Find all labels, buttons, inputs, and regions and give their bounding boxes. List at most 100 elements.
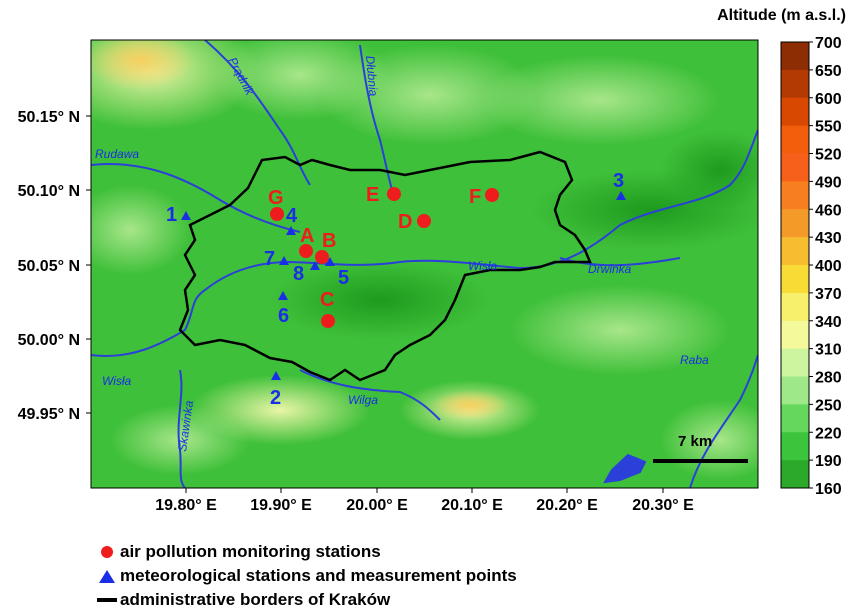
air-label: B	[322, 230, 336, 252]
colorbar-segment	[781, 376, 809, 405]
air-station-e	[387, 187, 401, 201]
legend-item-meteo: meteorological stations and measurement …	[96, 564, 517, 588]
colorbar-tick-label: 160	[815, 481, 842, 498]
colorbar-segment	[781, 42, 809, 71]
air-station-g	[270, 207, 284, 221]
colorbar-tick-label: 340	[815, 314, 842, 331]
meteo-station-7	[279, 256, 289, 265]
meteo-station-5	[325, 257, 335, 266]
meteo-label: 7	[264, 248, 275, 270]
y-tick-label: 50.00° N	[18, 332, 80, 349]
river-label-wisla: Wisła	[468, 259, 498, 273]
river-label-wisla-west: Wisła	[102, 374, 132, 388]
rivers	[91, 40, 758, 488]
colorbar-segment	[781, 460, 809, 489]
river-wisla	[91, 129, 758, 357]
meteo-label: 4	[286, 205, 298, 227]
colorbar-tick-label: 370	[815, 286, 842, 303]
colorbar-segment	[781, 265, 809, 294]
x-tick-label: 19.90° E	[250, 497, 312, 514]
meteo-station-3	[616, 191, 626, 200]
colorbar-tick-label: 460	[815, 202, 842, 219]
colorbar-tick-label: 430	[815, 230, 842, 247]
river-dlubnia	[359, 44, 393, 191]
colorbar-segment	[781, 97, 809, 127]
x-tick-label: 20.20° E	[536, 497, 598, 514]
meteo-label: 2	[270, 387, 281, 409]
legend-label-air: air pollution monitoring stations	[120, 542, 381, 561]
meteo-label: 6	[278, 305, 289, 327]
red-dot-icon	[96, 546, 118, 558]
colorbar-segment	[781, 181, 809, 210]
colorbar-tick-label: 650	[815, 63, 842, 80]
legend-label-border: administrative borders of Kraków	[120, 590, 391, 609]
colorbar-tick-label: 520	[815, 147, 842, 164]
colorbar-tick-label: 550	[815, 119, 842, 136]
river-label-wilga: Wilga	[348, 393, 378, 407]
river-wilga	[299, 369, 441, 421]
blue-triangle-icon	[96, 569, 118, 583]
colorbar-segment	[781, 69, 809, 99]
river-label-dlubnia: Dłubnia	[363, 55, 381, 97]
colorbar-segment	[781, 237, 809, 266]
colorbar-tick-label: 310	[815, 342, 842, 359]
river-label-raba: Raba	[680, 353, 709, 367]
colorbar-segment	[781, 292, 809, 322]
colorbar-segment	[781, 209, 809, 238]
river-lake	[603, 453, 647, 484]
colorbar-segment	[781, 348, 809, 377]
colorbar-tick-label: 250	[815, 397, 842, 414]
meteo-label: 1	[166, 204, 177, 226]
river-skawinka	[177, 369, 186, 488]
meteo-label: 3	[613, 170, 624, 192]
x-tick-label: 20.00° E	[346, 497, 408, 514]
air-label: D	[398, 211, 412, 233]
air-label: G	[268, 187, 284, 209]
colorbar-segment	[781, 153, 809, 182]
black-line-icon	[96, 598, 118, 602]
scale-bar-label: 7 km	[678, 433, 712, 450]
meteo-station-markers	[181, 191, 626, 380]
x-tick-label: 20.30° E	[632, 497, 694, 514]
air-label: F	[469, 186, 481, 208]
colorbar-segment	[781, 320, 809, 350]
river-label-drwinka: Drwinka	[588, 262, 632, 276]
colorbar-tick-label: 490	[815, 174, 842, 191]
air-station-f	[485, 188, 499, 202]
x-tick-label: 20.10° E	[441, 497, 503, 514]
colorbar-tick-label: 220	[815, 425, 842, 442]
legend: air pollution monitoring stations meteor…	[96, 540, 517, 612]
meteo-station-1	[181, 211, 191, 220]
meteo-label: 5	[338, 267, 349, 289]
scale-bar: 7 km	[653, 433, 748, 463]
air-station-c	[321, 314, 335, 328]
colorbar-segments	[781, 42, 809, 489]
colorbar-title: Altitude (m a.s.l.)	[717, 7, 846, 24]
y-tick-label: 50.05° N	[18, 258, 80, 275]
legend-item-air: air pollution monitoring stations	[96, 540, 517, 564]
colorbar-segment	[781, 432, 809, 461]
colorbar-segment	[781, 125, 809, 154]
y-tick-label: 50.10° N	[18, 183, 80, 200]
meteo-station-8	[310, 261, 320, 270]
air-station-b	[315, 250, 329, 264]
krakow-border	[178, 150, 592, 382]
river-label-rudawa: Rudawa	[95, 147, 139, 161]
air-station-d	[417, 214, 431, 228]
map-frame	[90, 39, 759, 489]
river-rudawa	[91, 163, 301, 233]
axis-ticks	[86, 115, 664, 493]
air-station-markers	[270, 187, 499, 328]
colorbar-tick-label: 280	[815, 370, 842, 387]
air-station-a	[299, 244, 313, 258]
y-tick-label: 50.15° N	[18, 109, 80, 126]
air-label: E	[366, 184, 379, 206]
legend-item-border: administrative borders of Kraków	[96, 588, 517, 612]
colorbar: Altitude (m a.s.l.) 700 650 600 550 520 490 46…	[717, 7, 846, 498]
meteo-station-2	[271, 371, 281, 380]
x-tick-label: 19.80° E	[155, 497, 217, 514]
colorbar-tick-label: 190	[815, 453, 842, 470]
river-raba	[689, 354, 758, 488]
meteo-station-6	[278, 291, 288, 300]
